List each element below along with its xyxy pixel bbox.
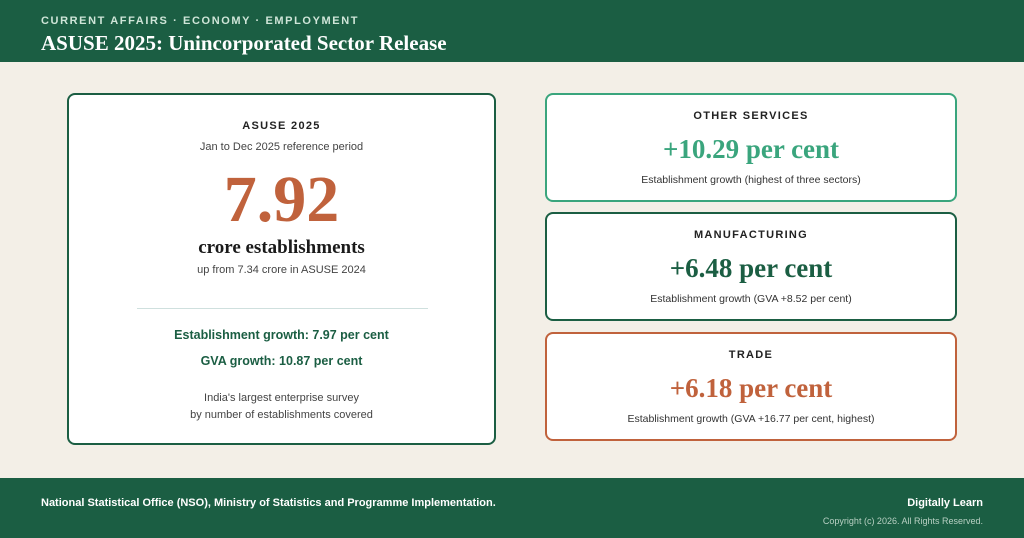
- sector-growth-value: +10.29 per cent: [662, 134, 840, 164]
- asuse-summary-card: ASUSE 2025 Jan to Dec 2025 reference per…: [67, 93, 496, 445]
- establishments-unit: crore establishments: [198, 237, 365, 258]
- survey-note-line-1: India's largest enterprise survey: [204, 392, 359, 404]
- sector-description: Establishment growth (highest of three s…: [641, 174, 861, 186]
- gva-growth-stat: GVA growth: 10.87 per cent: [200, 354, 363, 368]
- sector-card-trade: TRADE +6.18 per cent Establishment growt…: [545, 332, 957, 441]
- header-kicker: CURRENT AFFAIRS · ECONOMY · EMPLOYMENT: [41, 15, 360, 27]
- reference-period: Jan to Dec 2025 reference period: [199, 141, 364, 153]
- footer-source: National Statistical Office (NSO), Minis…: [41, 497, 496, 509]
- summary-label: ASUSE 2025: [242, 120, 321, 132]
- sector-card-other-services: OTHER SERVICES +10.29 per cent Establish…: [545, 93, 957, 202]
- sector-description: Establishment growth (GVA +8.52 per cent…: [650, 293, 852, 305]
- establishments-count: 7.92: [223, 163, 340, 236]
- sector-label: MANUFACTURING: [693, 229, 809, 241]
- survey-note-line-2: by number of establishments covered: [190, 409, 373, 421]
- sector-label: OTHER SERVICES: [693, 110, 809, 122]
- footer-copyright: Copyright (c) 2026. All Rights Reserved.: [822, 516, 983, 526]
- footer-brand: Digitally Learn: [907, 497, 983, 509]
- sector-description: Establishment growth (GVA +16.77 per cen…: [627, 413, 875, 425]
- sector-label: TRADE: [728, 349, 774, 361]
- sector-card-manufacturing: MANUFACTURING +6.48 per cent Establishme…: [545, 212, 957, 321]
- page-title: ASUSE 2025: Unincorporated Sector Releas…: [41, 31, 447, 55]
- footer-bar: National Statistical Office (NSO), Minis…: [0, 478, 1024, 538]
- summary-divider: [137, 308, 428, 309]
- sector-growth-value: +6.48 per cent: [669, 253, 833, 283]
- sector-growth-value: +6.18 per cent: [669, 373, 833, 403]
- establishment-growth-stat: Establishment growth: 7.97 per cent: [174, 328, 389, 342]
- header-bar: CURRENT AFFAIRS · ECONOMY · EMPLOYMENT A…: [0, 0, 1024, 62]
- previous-year-comparison: up from 7.34 crore in ASUSE 2024: [197, 264, 366, 276]
